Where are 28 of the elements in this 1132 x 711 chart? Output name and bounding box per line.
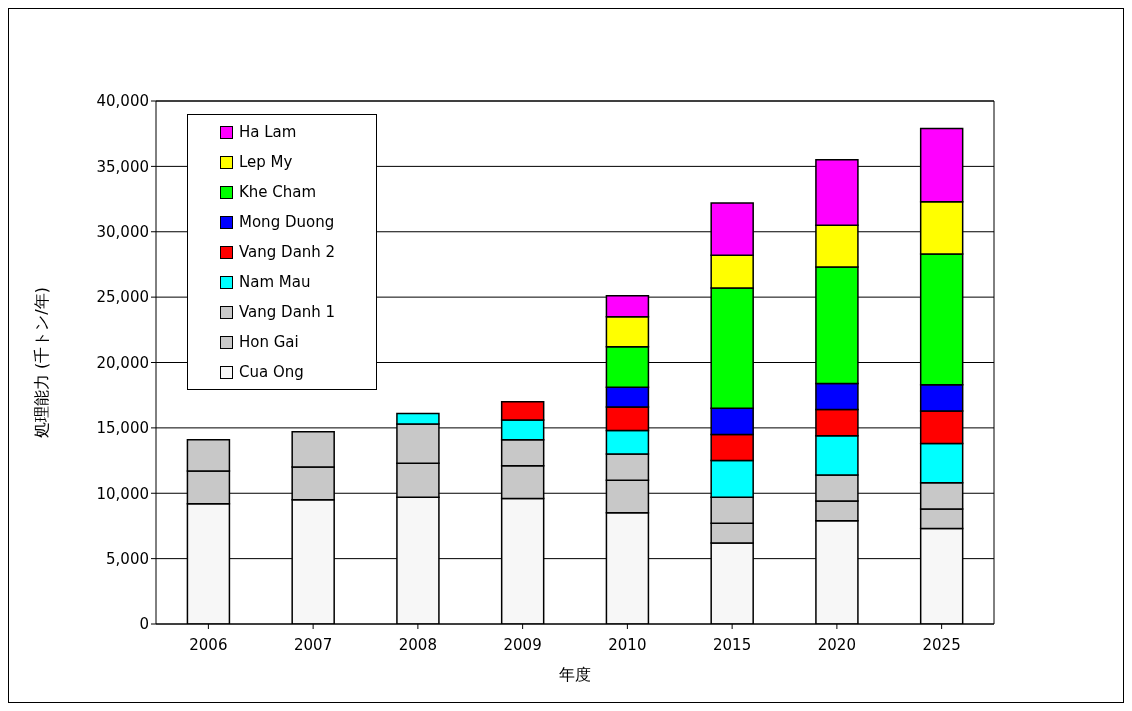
legend-label: Nam Mau (239, 273, 311, 291)
legend-label: Khe Cham (239, 183, 317, 201)
y-tick-label: 30,000 (96, 223, 149, 242)
legend-label: Cua Ong (239, 363, 304, 381)
y-tick-label: 40,000 (96, 92, 149, 111)
y-tick-label: 0 (139, 615, 149, 634)
legend-label: Lep My (239, 153, 293, 171)
y-tick-label: 15,000 (96, 419, 149, 438)
x-tick-label: 2010 (608, 635, 647, 654)
legend-label: Vang Danh 1 (239, 303, 336, 321)
x-tick-label: 2015 (713, 635, 752, 654)
x-tick-label: 2008 (398, 635, 437, 654)
legend-label: Vang Danh 2 (239, 243, 336, 261)
x-tick-label: 2007 (294, 635, 333, 654)
x-tick-label: 2020 (817, 635, 856, 654)
x-tick-label: 2025 (922, 635, 961, 654)
legend-label: Mong Duong (239, 213, 335, 231)
x-axis-title: 年度 (559, 665, 591, 684)
x-tick-label: 2009 (503, 635, 542, 654)
y-tick-label: 35,000 (96, 157, 149, 176)
legend-label: Hon Gai (239, 333, 299, 351)
x-tick-label: 2006 (189, 635, 228, 654)
y-tick-label: 25,000 (96, 288, 149, 307)
legend-label: Ha Lam (239, 123, 297, 141)
y-tick-label: 5,000 (106, 549, 149, 568)
y-tick-label: 20,000 (96, 353, 149, 372)
y-axis-title: 処理能力 (千トン/年) (31, 287, 51, 438)
y-tick-label: 10,000 (96, 484, 149, 503)
